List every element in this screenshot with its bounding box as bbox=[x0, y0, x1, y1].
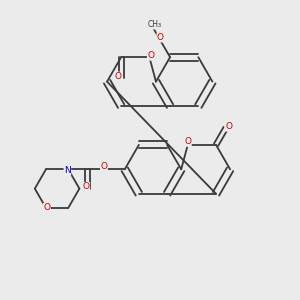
Text: O: O bbox=[115, 72, 122, 81]
Text: O: O bbox=[184, 137, 191, 146]
Text: O: O bbox=[44, 203, 50, 212]
Text: CH₃: CH₃ bbox=[147, 20, 161, 29]
Text: O: O bbox=[147, 51, 155, 60]
Text: O: O bbox=[225, 122, 232, 131]
Text: N: N bbox=[64, 166, 71, 175]
Text: O: O bbox=[82, 182, 90, 191]
Text: O: O bbox=[100, 162, 107, 171]
Text: O: O bbox=[157, 33, 164, 42]
